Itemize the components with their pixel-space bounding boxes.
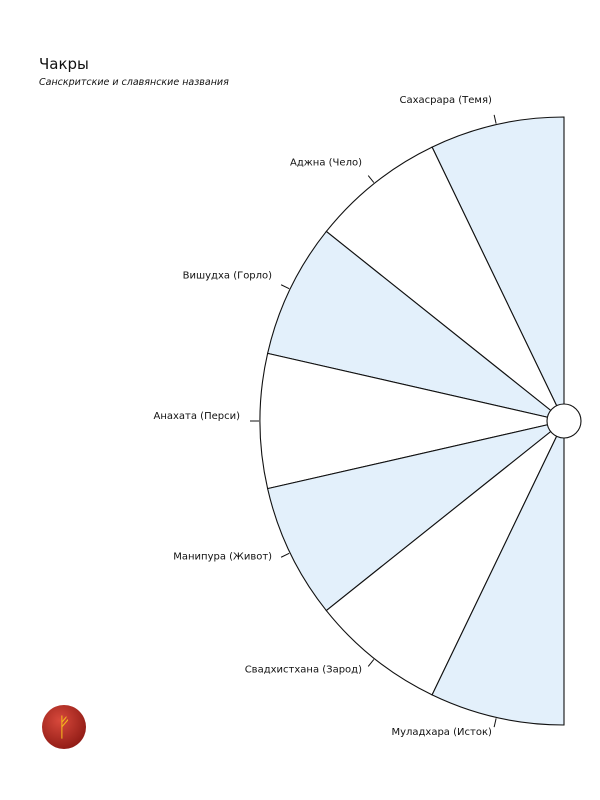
rune-fehu-icon: ᚠ xyxy=(56,713,72,743)
center-hub xyxy=(546,403,582,439)
chakra-sectors xyxy=(259,116,565,726)
page-subtitle: Санскритские и славянские названия xyxy=(39,77,229,88)
chakra-tick xyxy=(280,284,290,290)
page-title: Чакры xyxy=(39,55,89,73)
chakra-label: Анахата (Перси) xyxy=(153,411,240,422)
chakra-sector xyxy=(431,116,565,422)
chakra-label: Вишудха (Горло) xyxy=(183,270,273,281)
chakra-label: Сахасрара (Темя) xyxy=(399,95,492,106)
chakra-sector xyxy=(431,420,565,726)
chakra-sector xyxy=(266,230,565,422)
chakra-tick xyxy=(493,718,497,728)
chakra-labels: Сахасрара (Темя) Аджна (Чело) Вишудха (Гор… xyxy=(153,95,492,738)
chakra-sector xyxy=(266,420,565,612)
chakra-tick xyxy=(280,552,290,558)
chakra-label: Манипура (Живот) xyxy=(173,552,272,563)
chakra-sector xyxy=(259,352,565,490)
chakra-sector xyxy=(325,146,565,422)
logo-icon: ᚠ xyxy=(42,705,86,749)
chakra-label: Свадхистхана (Зарод) xyxy=(245,664,362,675)
chakra-label: Муладхара (Исток) xyxy=(391,727,492,738)
chakra-tick xyxy=(493,114,497,124)
chakra-tick xyxy=(367,175,375,183)
chakra-ticks xyxy=(250,114,497,728)
chakra-label: Аджна (Чело) xyxy=(290,158,362,169)
chakra-tick xyxy=(367,659,375,667)
logo-background xyxy=(42,705,86,749)
chakra-sector xyxy=(325,420,565,696)
